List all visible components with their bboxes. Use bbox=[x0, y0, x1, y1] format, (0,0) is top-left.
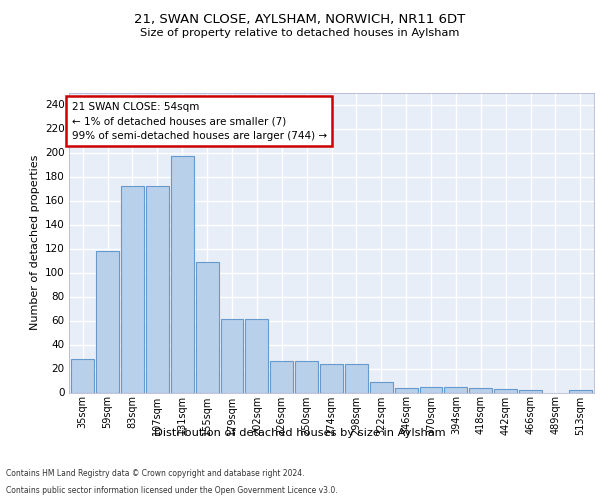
Text: 21 SWAN CLOSE: 54sqm
← 1% of detached houses are smaller (7)
99% of semi-detache: 21 SWAN CLOSE: 54sqm ← 1% of detached ho… bbox=[71, 102, 327, 141]
Text: Distribution of detached houses by size in Aylsham: Distribution of detached houses by size … bbox=[154, 428, 446, 438]
Bar bbox=[395, 388, 418, 392]
Bar bbox=[295, 362, 318, 392]
Bar bbox=[569, 390, 592, 392]
Bar bbox=[445, 386, 467, 392]
Bar bbox=[370, 382, 393, 392]
Bar bbox=[519, 390, 542, 392]
Bar bbox=[419, 386, 442, 392]
Y-axis label: Number of detached properties: Number of detached properties bbox=[29, 155, 40, 330]
Bar bbox=[171, 156, 194, 392]
Bar bbox=[270, 362, 293, 392]
Bar bbox=[121, 186, 144, 392]
Bar bbox=[245, 320, 268, 392]
Text: 21, SWAN CLOSE, AYLSHAM, NORWICH, NR11 6DT: 21, SWAN CLOSE, AYLSHAM, NORWICH, NR11 6… bbox=[134, 12, 466, 26]
Bar bbox=[196, 262, 218, 392]
Bar bbox=[96, 251, 119, 392]
Text: Contains public sector information licensed under the Open Government Licence v3: Contains public sector information licen… bbox=[6, 486, 338, 495]
Text: Contains HM Land Registry data © Crown copyright and database right 2024.: Contains HM Land Registry data © Crown c… bbox=[6, 468, 305, 477]
Bar bbox=[320, 364, 343, 392]
Bar bbox=[345, 364, 368, 392]
Bar bbox=[146, 186, 169, 392]
Bar bbox=[494, 389, 517, 392]
Bar bbox=[469, 388, 492, 392]
Text: Size of property relative to detached houses in Aylsham: Size of property relative to detached ho… bbox=[140, 28, 460, 38]
Bar bbox=[221, 320, 244, 392]
Bar bbox=[71, 359, 94, 392]
